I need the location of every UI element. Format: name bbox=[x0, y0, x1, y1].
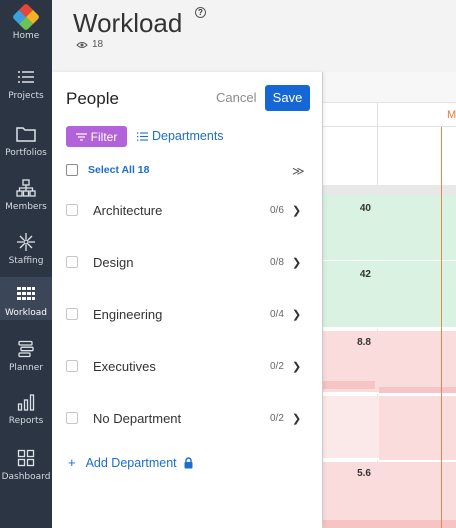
department-count: 0/8 bbox=[270, 256, 284, 268]
department-row-architecture[interactable]: Architecture 0/6 ❯ bbox=[66, 184, 306, 236]
chevron-right-icon[interactable]: ❯ bbox=[292, 412, 302, 425]
nav-label: Workload bbox=[4, 308, 48, 318]
department-row-engineering[interactable]: Engineering 0/4 ❯ bbox=[66, 288, 306, 340]
departments-label: Departments bbox=[152, 129, 224, 143]
list-icon bbox=[137, 131, 148, 141]
page-title: Workload bbox=[73, 8, 183, 38]
department-count: 0/2 bbox=[270, 360, 284, 372]
filter-button[interactable]: Filter bbox=[66, 126, 127, 147]
cancel-button[interactable]: Cancel bbox=[216, 90, 257, 105]
folder-icon bbox=[15, 123, 37, 145]
nav-label: Staffing bbox=[8, 256, 44, 266]
page-header: Workload ? 18 bbox=[52, 0, 456, 72]
help-icon[interactable]: ? bbox=[195, 7, 206, 18]
nav-label: Reports bbox=[8, 416, 44, 426]
planner-icon bbox=[15, 338, 37, 360]
grid-row[interactable]: 42 bbox=[323, 261, 456, 329]
department-checkbox[interactable] bbox=[66, 256, 78, 268]
grid-group-strip bbox=[323, 185, 456, 195]
watchers-count[interactable]: 18 bbox=[76, 39, 103, 50]
logo-icon bbox=[11, 2, 41, 32]
filter-icon bbox=[75, 132, 87, 141]
department-name: Engineering bbox=[93, 306, 163, 322]
departments-button[interactable]: Departments bbox=[137, 129, 224, 143]
nav-workload[interactable]: Workload bbox=[0, 277, 52, 320]
department-name: No Department bbox=[93, 410, 182, 426]
select-all-row[interactable]: Select All 18 bbox=[66, 164, 149, 176]
nav-members[interactable]: Members bbox=[0, 171, 52, 219]
nav-portfolios[interactable]: Portfolios bbox=[0, 117, 52, 165]
workload-grid-icon bbox=[15, 283, 37, 305]
add-department-button[interactable]: + Add Department bbox=[68, 455, 194, 470]
month-label: M bbox=[447, 109, 456, 121]
bar-chart-icon bbox=[15, 391, 37, 413]
chevron-right-icon[interactable]: ❯ bbox=[292, 256, 302, 269]
save-button[interactable]: Save bbox=[265, 85, 310, 111]
chevron-right-icon[interactable]: ❯ bbox=[292, 308, 302, 321]
nav-label: Projects bbox=[8, 91, 44, 101]
row-hours: 40 bbox=[359, 203, 371, 214]
row-hours: 5.6 bbox=[357, 468, 371, 479]
nav-dashboard[interactable]: Dashboard bbox=[0, 441, 52, 489]
row-hours: 8.8 bbox=[357, 337, 371, 348]
department-checkbox[interactable] bbox=[66, 308, 78, 320]
department-name: Executives bbox=[93, 358, 156, 374]
nav-projects[interactable]: Projects bbox=[0, 60, 52, 108]
overload-cell bbox=[379, 396, 456, 460]
overload-bar bbox=[323, 381, 375, 389]
list-icon bbox=[15, 66, 37, 88]
select-all-checkbox[interactable] bbox=[66, 164, 78, 176]
nav-staffing[interactable]: Staffing bbox=[0, 225, 52, 273]
department-row-no-department[interactable]: No Department 0/2 ❯ bbox=[66, 392, 306, 444]
department-row-executives[interactable]: Executives 0/2 ❯ bbox=[66, 340, 306, 392]
left-nav: Home Projects Portfolios Members Staffin bbox=[0, 0, 52, 528]
chevron-right-icon[interactable]: ❯ bbox=[292, 204, 302, 217]
department-checkbox[interactable] bbox=[66, 412, 78, 424]
nav-label: Members bbox=[5, 202, 47, 212]
overload-bar bbox=[379, 387, 456, 393]
department-count: 0/6 bbox=[270, 204, 284, 216]
nav-planner[interactable]: Planner bbox=[0, 332, 52, 380]
grid-row[interactable] bbox=[323, 396, 456, 460]
nav-home[interactable]: Home bbox=[0, 0, 52, 48]
nav-label: Planner bbox=[8, 363, 44, 373]
eye-icon bbox=[76, 41, 88, 48]
department-name: Design bbox=[93, 254, 134, 270]
nav-label: Home bbox=[12, 31, 40, 41]
panel-title: People bbox=[66, 89, 119, 108]
overload-bar bbox=[323, 520, 456, 528]
nav-label: Dashboard bbox=[1, 472, 51, 482]
grid-date-header bbox=[323, 103, 456, 127]
org-chart-icon bbox=[15, 177, 37, 199]
grid-toolbar bbox=[323, 72, 456, 103]
select-all-label[interactable]: Select All 18 bbox=[88, 164, 150, 176]
department-count: 0/2 bbox=[270, 412, 284, 424]
dashboard-icon bbox=[15, 447, 37, 469]
filter-label: Filter bbox=[90, 129, 118, 144]
department-checkbox[interactable] bbox=[66, 360, 78, 372]
row-hours: 42 bbox=[359, 269, 371, 280]
department-row-design[interactable]: Design 0/8 ❯ bbox=[66, 236, 306, 288]
department-checkbox[interactable] bbox=[66, 204, 78, 216]
grid-row[interactable]: 8.8 bbox=[323, 331, 456, 394]
grid-row[interactable]: 5.6 bbox=[323, 462, 456, 528]
department-count: 0/4 bbox=[270, 308, 284, 320]
nav-reports[interactable]: Reports bbox=[0, 385, 52, 433]
staffing-icon bbox=[15, 231, 37, 253]
collapse-panel-icon[interactable]: ≫ bbox=[292, 164, 305, 178]
watchers-value: 18 bbox=[92, 39, 104, 50]
nav-label: Portfolios bbox=[5, 148, 47, 158]
add-department-label: Add Department bbox=[85, 455, 177, 470]
people-panel: People Cancel Save Filter Departments Se… bbox=[52, 72, 322, 528]
grid-row[interactable]: 40 bbox=[323, 195, 456, 261]
today-marker bbox=[441, 127, 442, 528]
chevron-right-icon[interactable]: ❯ bbox=[292, 360, 302, 373]
lock-icon bbox=[184, 456, 193, 468]
workload-grid: M 40 42 8.8 5.6 bbox=[322, 72, 456, 528]
department-name: Architecture bbox=[93, 202, 163, 218]
plus-icon: + bbox=[68, 455, 76, 470]
